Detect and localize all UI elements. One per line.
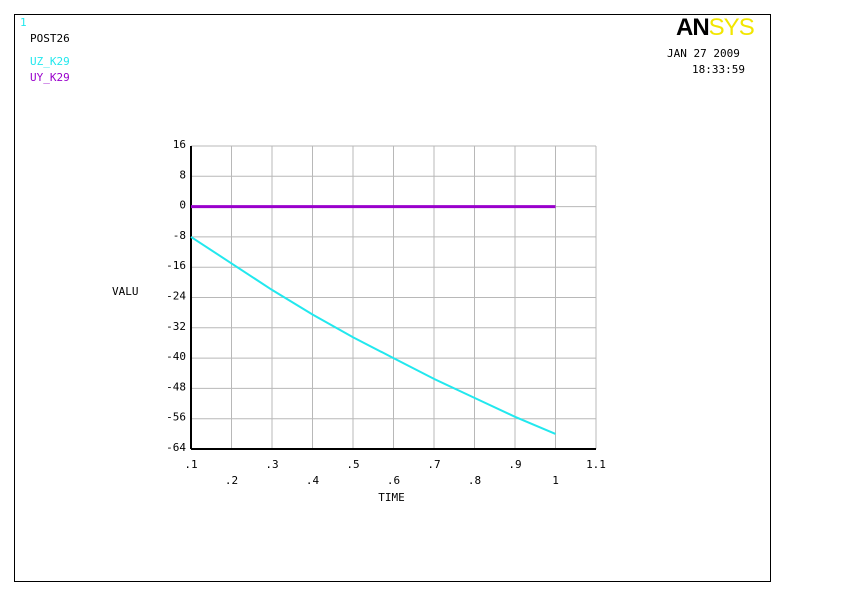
- legend-uz: UZ_K29: [30, 55, 70, 68]
- x-tick-label: .6: [387, 474, 400, 487]
- x-tick-label: 1: [552, 474, 559, 487]
- y-tick-label: 0: [179, 199, 186, 212]
- date-stamp: JAN 27 2009: [667, 47, 740, 60]
- y-tick-label: -16: [166, 259, 186, 272]
- x-tick-label: .9: [508, 458, 521, 471]
- y-tick-label: -56: [166, 411, 186, 424]
- program-label: POST26: [30, 32, 70, 45]
- y-tick-label: -32: [166, 320, 186, 333]
- y-tick-label: -24: [166, 290, 186, 303]
- legend-uy: UY_K29: [30, 71, 70, 84]
- x-tick-label: 1.1: [586, 458, 606, 471]
- y-tick-label: 16: [173, 138, 186, 151]
- x-tick-label: .7: [427, 458, 440, 471]
- x-axis-title: TIME: [378, 491, 405, 504]
- y-tick-label: -48: [166, 380, 186, 393]
- x-tick-label: .4: [306, 474, 320, 487]
- x-tick-label: .2: [225, 474, 238, 487]
- series-line-uz-k29: [190, 236, 556, 435]
- x-tick-label: .5: [346, 458, 359, 471]
- y-tick-label: 8: [179, 168, 186, 181]
- ansys-logo: ANSYS: [676, 14, 755, 41]
- x-tick-label: .1: [184, 458, 197, 471]
- y-tick-label: -40: [166, 350, 186, 363]
- window-number: 1: [20, 16, 27, 29]
- y-axis-title: VALU: [112, 285, 139, 298]
- plot-window-frame: [14, 14, 771, 582]
- x-tick-label: .3: [265, 458, 278, 471]
- time-stamp: 18:33:59: [692, 63, 745, 76]
- x-tick-label: .8: [468, 474, 481, 487]
- y-tick-label: -64: [166, 441, 186, 454]
- y-tick-label: -8: [173, 229, 186, 242]
